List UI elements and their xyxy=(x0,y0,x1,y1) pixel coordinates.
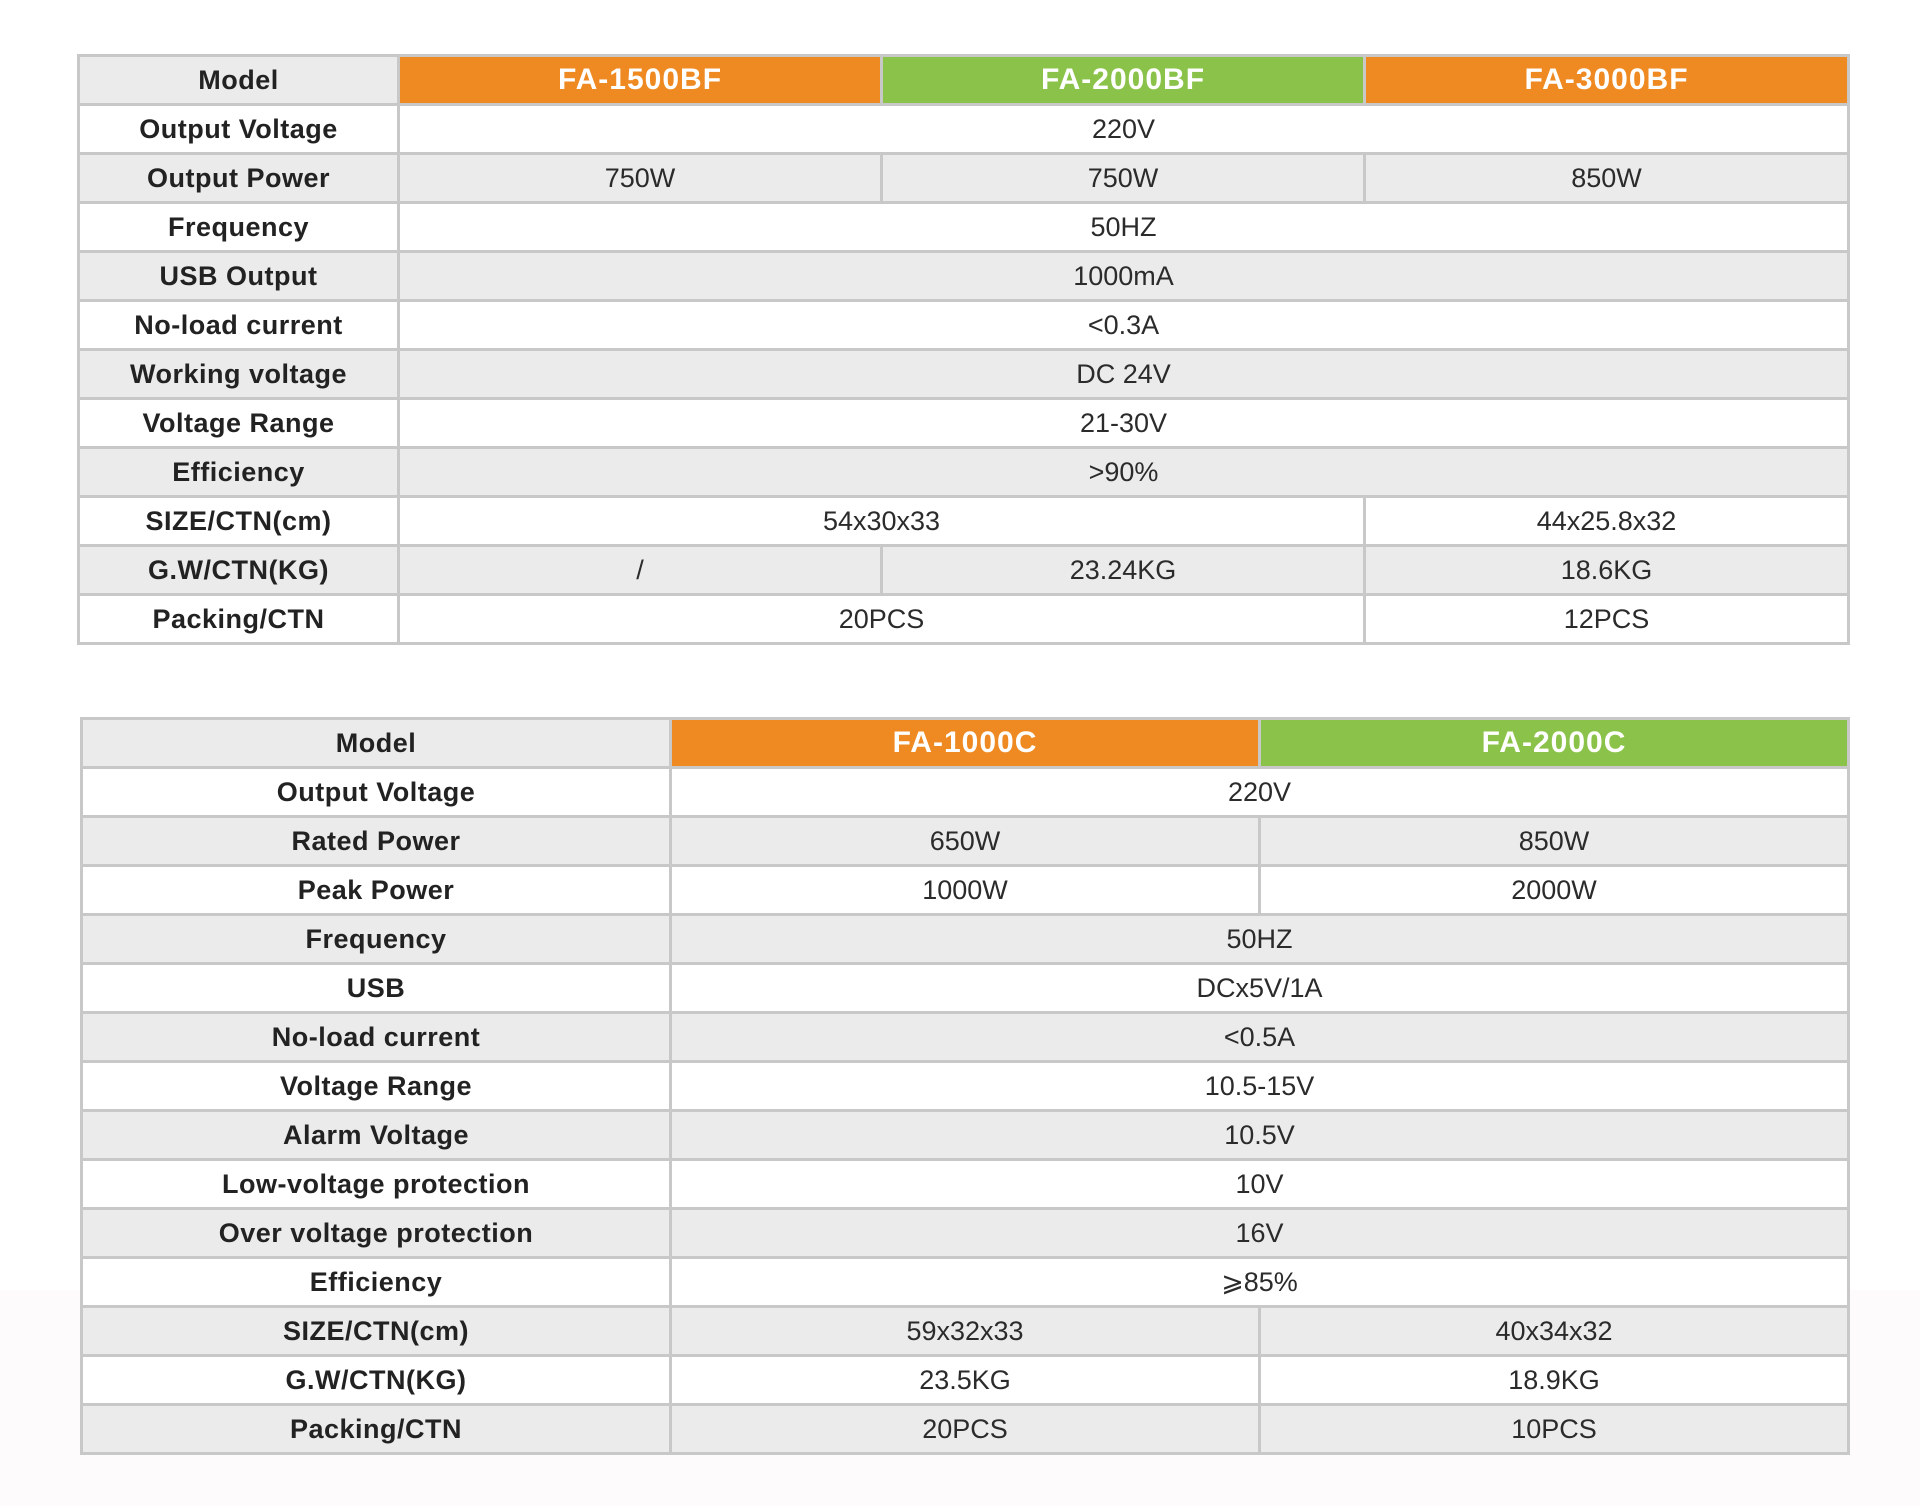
table-row-size-ctn: SIZE/CTN(cm) 59x32x33 40x34x32 xyxy=(80,1305,1850,1357)
table-row-efficiency: Efficiency ⩾85% xyxy=(80,1256,1850,1308)
table-row-usb-output: USB Output 1000mA xyxy=(77,250,1850,302)
row-label-alarm-voltage: Alarm Voltage xyxy=(80,1109,672,1161)
table-row-gw-ctn: G.W/CTN(KG) 23.5KG 18.9KG xyxy=(80,1354,1850,1406)
cell-working-voltage: DC 24V xyxy=(397,348,1850,400)
row-label-voltage-range: Voltage Range xyxy=(77,397,400,449)
cell-packing-ctn-1000c: 20PCS xyxy=(669,1403,1261,1455)
table-row-voltage-range: Voltage Range 21-30V xyxy=(77,397,1850,449)
row-label-packing-ctn: Packing/CTN xyxy=(77,593,400,645)
row-label-efficiency: Efficiency xyxy=(77,446,400,498)
cell-frequency: 50HZ xyxy=(397,201,1850,253)
cell-gw-ctn-1000c: 23.5KG xyxy=(669,1354,1261,1406)
cell-low-voltage-protection: 10V xyxy=(669,1158,1850,1210)
cell-voltage-range: 10.5-15V xyxy=(669,1060,1850,1112)
row-label-no-load-current: No-load current xyxy=(77,299,400,351)
cell-voltage-range: 21-30V xyxy=(397,397,1850,449)
spec-table-fa-bf-series: Model FA-1500BF FA-2000BF FA-3000BF Outp… xyxy=(77,54,1850,645)
spec-table-fa-c-series: Model FA-1000C FA-2000C Output Voltage 2… xyxy=(80,717,1850,1455)
cell-gw-ctn-1500bf: / xyxy=(397,544,883,596)
cell-rated-power-1000c: 650W xyxy=(669,815,1261,867)
row-label-model: Model xyxy=(80,717,672,769)
table-row-frequency: Frequency 50HZ xyxy=(80,913,1850,965)
model-header-fa-2000c: FA-2000C xyxy=(1258,717,1850,769)
table-row-low-voltage-protection: Low-voltage protection 10V xyxy=(80,1158,1850,1210)
model-header-fa-1000c: FA-1000C xyxy=(669,717,1261,769)
cell-alarm-voltage: 10.5V xyxy=(669,1109,1850,1161)
cell-size-ctn-2000c: 40x34x32 xyxy=(1258,1305,1850,1357)
row-label-rated-power: Rated Power xyxy=(80,815,672,867)
cell-packing-ctn-2000c: 10PCS xyxy=(1258,1403,1850,1455)
cell-gw-ctn-2000c: 18.9KG xyxy=(1258,1354,1850,1406)
cell-output-power-2000bf: 750W xyxy=(880,152,1366,204)
table-row-usb: USB DCx5V/1A xyxy=(80,962,1850,1014)
row-label-output-voltage: Output Voltage xyxy=(80,766,672,818)
model-header-fa-2000bf: FA-2000BF xyxy=(880,54,1366,106)
table-row-alarm-voltage: Alarm Voltage 10.5V xyxy=(80,1109,1850,1161)
cell-peak-power-2000c: 2000W xyxy=(1258,864,1850,916)
table-row-output-voltage: Output Voltage 220V xyxy=(77,103,1850,155)
table-row-packing-ctn: Packing/CTN 20PCS 10PCS xyxy=(80,1403,1850,1455)
cell-usb: DCx5V/1A xyxy=(669,962,1850,1014)
model-header-fa-1500bf: FA-1500BF xyxy=(397,54,883,106)
cell-output-voltage: 220V xyxy=(397,103,1850,155)
cell-size-ctn-1000c: 59x32x33 xyxy=(669,1305,1261,1357)
table-row-efficiency: Efficiency >90% xyxy=(77,446,1850,498)
table-row-model: Model FA-1000C FA-2000C xyxy=(80,717,1850,769)
row-label-size-ctn: SIZE/CTN(cm) xyxy=(80,1305,672,1357)
row-label-gw-ctn: G.W/CTN(KG) xyxy=(77,544,400,596)
table-row-working-voltage: Working voltage DC 24V xyxy=(77,348,1850,400)
cell-efficiency: >90% xyxy=(397,446,1850,498)
table-row-peak-power: Peak Power 1000W 2000W xyxy=(80,864,1850,916)
row-label-model: Model xyxy=(77,54,400,106)
cell-size-ctn-1500-2000: 54x30x33 xyxy=(397,495,1366,547)
table-row-size-ctn: SIZE/CTN(cm) 54x30x33 44x25.8x32 xyxy=(77,495,1850,547)
row-label-over-voltage-protection: Over voltage protection xyxy=(80,1207,672,1259)
table-row-packing-ctn: Packing/CTN 20PCS 12PCS xyxy=(77,593,1850,645)
row-label-packing-ctn: Packing/CTN xyxy=(80,1403,672,1455)
table-row-gw-ctn: G.W/CTN(KG) / 23.24KG 18.6KG xyxy=(77,544,1850,596)
cell-gw-ctn-3000bf: 18.6KG xyxy=(1363,544,1850,596)
row-label-usb-output: USB Output xyxy=(77,250,400,302)
cell-packing-ctn-3000bf: 12PCS xyxy=(1363,593,1850,645)
table-row-no-load-current: No-load current <0.3A xyxy=(77,299,1850,351)
row-label-usb: USB xyxy=(80,962,672,1014)
cell-no-load-current: <0.5A xyxy=(669,1011,1850,1063)
row-label-output-voltage: Output Voltage xyxy=(77,103,400,155)
cell-efficiency: ⩾85% xyxy=(669,1256,1850,1308)
cell-gw-ctn-2000bf: 23.24KG xyxy=(880,544,1366,596)
row-label-frequency: Frequency xyxy=(80,913,672,965)
row-label-peak-power: Peak Power xyxy=(80,864,672,916)
table-row-rated-power: Rated Power 650W 850W xyxy=(80,815,1850,867)
cell-size-ctn-3000bf: 44x25.8x32 xyxy=(1363,495,1850,547)
row-label-voltage-range: Voltage Range xyxy=(80,1060,672,1112)
table-row-model: Model FA-1500BF FA-2000BF FA-3000BF xyxy=(77,54,1850,106)
table-row-over-voltage-protection: Over voltage protection 16V xyxy=(80,1207,1850,1259)
row-label-no-load-current: No-load current xyxy=(80,1011,672,1063)
cell-over-voltage-protection: 16V xyxy=(669,1207,1850,1259)
model-header-fa-3000bf: FA-3000BF xyxy=(1363,54,1850,106)
cell-no-load-current: <0.3A xyxy=(397,299,1850,351)
cell-peak-power-1000c: 1000W xyxy=(669,864,1261,916)
cell-frequency: 50HZ xyxy=(669,913,1850,965)
table-row-no-load-current: No-load current <0.5A xyxy=(80,1011,1850,1063)
cell-usb-output: 1000mA xyxy=(397,250,1850,302)
cell-output-voltage: 220V xyxy=(669,766,1850,818)
table-row-frequency: Frequency 50HZ xyxy=(77,201,1850,253)
row-label-efficiency: Efficiency xyxy=(80,1256,672,1308)
cell-output-power-1500bf: 750W xyxy=(397,152,883,204)
row-label-frequency: Frequency xyxy=(77,201,400,253)
row-label-low-voltage-protection: Low-voltage protection xyxy=(80,1158,672,1210)
cell-rated-power-2000c: 850W xyxy=(1258,815,1850,867)
row-label-working-voltage: Working voltage xyxy=(77,348,400,400)
row-label-gw-ctn: G.W/CTN(KG) xyxy=(80,1354,672,1406)
cell-packing-ctn-1500-2000: 20PCS xyxy=(397,593,1366,645)
cell-output-power-3000bf: 850W xyxy=(1363,152,1850,204)
table-row-output-power: Output Power 750W 750W 850W xyxy=(77,152,1850,204)
row-label-output-power: Output Power xyxy=(77,152,400,204)
table-row-output-voltage: Output Voltage 220V xyxy=(80,766,1850,818)
table-row-voltage-range: Voltage Range 10.5-15V xyxy=(80,1060,1850,1112)
row-label-size-ctn: SIZE/CTN(cm) xyxy=(77,495,400,547)
